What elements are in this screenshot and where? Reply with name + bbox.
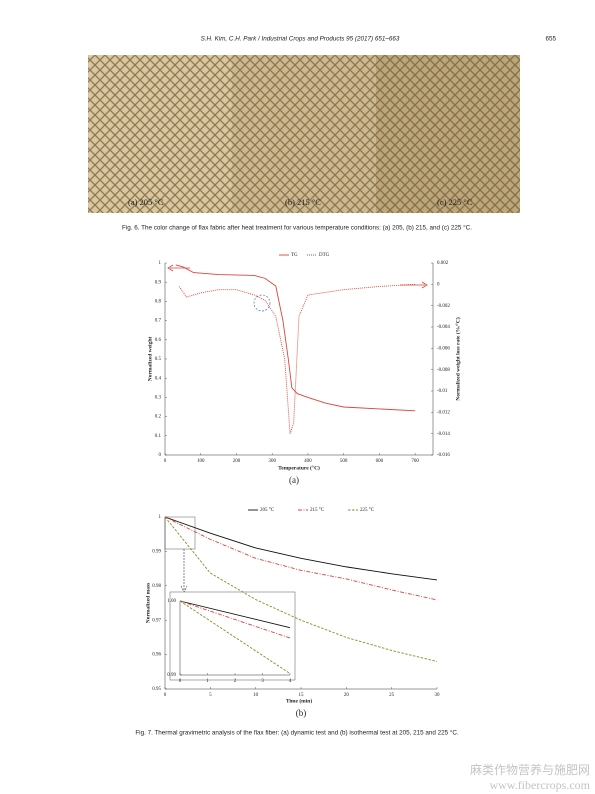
tint [232, 55, 376, 213]
inset-frame [169, 591, 296, 681]
tint [376, 55, 520, 213]
x-tick-label: 100 [197, 459, 205, 464]
highlight-circle [253, 294, 271, 312]
x-tick-label: 2 [234, 679, 237, 684]
chart-label: (b) [296, 708, 307, 718]
x-tick-label: 20 [344, 693, 350, 698]
x-tick-label: 1 [206, 679, 209, 684]
watermark: www.fibercrops.com [489, 778, 590, 792]
y-tick-label: 0.95 [152, 687, 161, 692]
x-tick-label: 400 [304, 459, 312, 464]
series-line [178, 283, 416, 434]
x-tick-label: 0 [164, 459, 167, 464]
series-line [179, 600, 291, 639]
y-tick-label: 0.6 [155, 338, 162, 343]
legend-label: 205 °C [260, 508, 275, 513]
x-tick-label: 600 [376, 459, 384, 464]
zoom-box [164, 516, 196, 550]
y2-tick-label: -0.014 [437, 432, 450, 437]
x-tick-label: 200 [233, 459, 241, 464]
x-tick-label: 700 [411, 459, 419, 464]
y-tick-label: 0.2 [155, 415, 162, 420]
y-tick-label: 0.99 [167, 673, 176, 678]
y2-tick-label: -0.006 [437, 346, 450, 351]
series-line [164, 516, 438, 601]
y2-tick-label: 0.002 [437, 261, 449, 266]
arrow-left [167, 264, 190, 272]
y-tick-label: 0.7 [155, 319, 162, 324]
photo-panel [232, 55, 376, 213]
x-tick-label: 25 [389, 693, 395, 698]
series-line [164, 516, 438, 581]
series-line [179, 600, 291, 674]
legend-label: 225 °C [360, 508, 375, 513]
x-tick-label: 5 [209, 693, 212, 698]
x-tick-label: 0 [179, 679, 182, 684]
y-axis-label: Normalized weight [147, 337, 153, 382]
y-tick-label: 1.00 [167, 599, 176, 604]
x-tick-label: 3 [261, 679, 264, 684]
x-tick-label: 10 [253, 693, 259, 698]
series-line [175, 264, 416, 412]
y-tick-label: 0.1 [155, 434, 162, 439]
photo-label: (c) 225 °C [437, 197, 473, 207]
arrow-right [400, 281, 428, 289]
page-number: 655 [545, 36, 556, 43]
y-tick-label: 1 [159, 515, 162, 520]
legend-label: TG [291, 253, 298, 258]
y-tick-label: 0.97 [152, 618, 161, 623]
y2-tick-label: -0.008 [437, 368, 450, 373]
y2-axis-label: Normalized weight loss rate (%/°C) [454, 317, 461, 401]
y2-tick-label: -0.016 [437, 453, 450, 458]
legend-label: 215 °C [310, 508, 325, 513]
y-tick-label: 0.5 [155, 357, 162, 362]
y2-tick-label: -0.01 [437, 389, 448, 394]
x-tick-label: 15 [299, 693, 305, 698]
x-axis-label: Temperature (°C) [278, 464, 320, 471]
legend-label: DTG [319, 253, 330, 258]
y-tick-label: 0.96 [152, 653, 161, 658]
y2-tick-label: 0 [437, 282, 440, 287]
series-line [164, 516, 438, 662]
x-tick-label: 30 [435, 693, 441, 698]
y-tick-label: 0.4 [155, 376, 162, 381]
y-tick-label: 0.3 [155, 396, 162, 401]
x-tick-label: 4 [289, 679, 292, 684]
x-axis-label: Time (min) [286, 697, 312, 704]
photo-panel [376, 55, 520, 213]
y-tick-label: 1 [159, 261, 162, 266]
photo-panel [88, 55, 232, 213]
series-line [179, 600, 291, 629]
x-tick-label: 500 [340, 459, 348, 464]
y-tick-label: 0 [159, 453, 162, 458]
y-axis-label: Normalized mass [145, 583, 151, 623]
x-tick-label: 300 [268, 459, 276, 464]
y-tick-label: 0.9 [155, 280, 162, 285]
y2-tick-label: -0.002 [437, 304, 450, 309]
zoom-arrow [180, 549, 188, 593]
figure-caption: Fig. 7. Thermal gravimetric analysis of … [135, 729, 459, 737]
photo [88, 55, 520, 213]
watermark: 麻类作物营养与施肥网 [470, 762, 590, 777]
figure-caption: Fig. 6. The color change of flax fabric … [122, 224, 472, 232]
x-tick-label: 0 [164, 693, 167, 698]
y2-tick-label: -0.012 [437, 410, 450, 415]
photo-label: (b) 215 °C [285, 197, 321, 207]
y-tick-label: 0.99 [152, 550, 161, 555]
y-tick-label: 0.8 [155, 300, 162, 305]
chart-label: (a) [289, 475, 299, 485]
y-tick-label: 0.98 [152, 584, 161, 589]
photo-label: (a) 205 °C [128, 197, 164, 207]
y2-tick-label: -0.004 [437, 325, 450, 330]
header-citation: S.H. Kim, C.H. Park / Industrial Crops a… [201, 36, 400, 43]
